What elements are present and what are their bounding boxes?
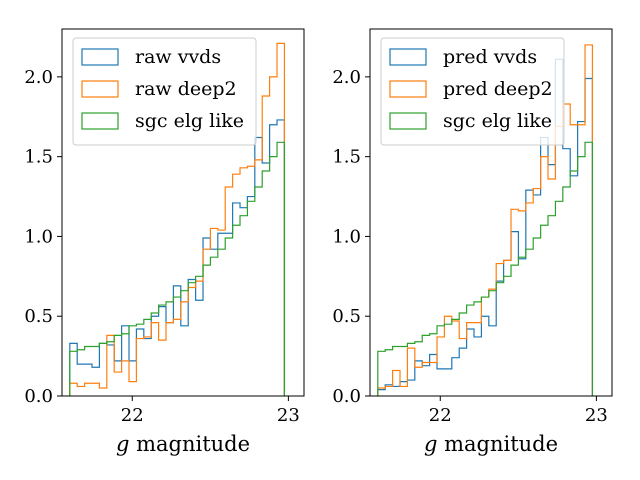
y-tick-label: 0.5 — [24, 306, 53, 327]
y-tick-label: 1.5 — [332, 147, 361, 168]
legend-box — [72, 37, 257, 146]
y-tick-label: 0.5 — [332, 306, 361, 327]
x-axis-label: g magnitude — [116, 432, 250, 456]
series-sgc-elg-like-line — [377, 141, 594, 396]
axes-frame — [369, 28, 613, 397]
legend-label: raw deep2 — [135, 78, 237, 100]
y-tick-label: 0.0 — [24, 386, 53, 407]
x-tick-label: 23 — [585, 405, 608, 426]
legend-swatch — [389, 48, 427, 66]
series-raw-deep2-line — [69, 42, 286, 396]
legend-label: sgc elg like — [135, 110, 244, 132]
series-group — [69, 42, 286, 396]
legend: raw vvds raw deep2 sgc elg like — [72, 37, 257, 146]
legend-swatch — [81, 48, 119, 66]
x-tick-label: 23 — [277, 405, 300, 426]
legend-box — [380, 37, 565, 146]
legend-label: pred deep2 — [443, 78, 553, 100]
x-tick-label: 22 — [429, 405, 452, 426]
legend-label: pred vvds — [443, 46, 537, 68]
legend-label: raw vvds — [135, 46, 221, 68]
y-tick-label: 0.0 — [332, 386, 361, 407]
x-tick-label: 22 — [121, 405, 144, 426]
legend: pred vvds pred deep2 sgc elg like — [380, 37, 565, 146]
x-axis-label: g magnitude — [424, 432, 558, 456]
legend-swatch — [81, 80, 119, 98]
y-tick-label: 2.0 — [24, 67, 53, 88]
y-tick-label: 2.0 — [332, 67, 361, 88]
legend-swatch — [81, 112, 119, 130]
legend-swatch — [389, 80, 427, 98]
y-tick-label: 1.5 — [24, 147, 53, 168]
series-sgc-elg-like-line — [69, 141, 286, 396]
legend-label: sgc elg like — [443, 110, 552, 132]
legend-swatch — [389, 112, 427, 130]
axes-frame — [61, 28, 305, 397]
y-tick-label: 1.0 — [24, 226, 53, 247]
y-tick-label: 1.0 — [332, 226, 361, 247]
